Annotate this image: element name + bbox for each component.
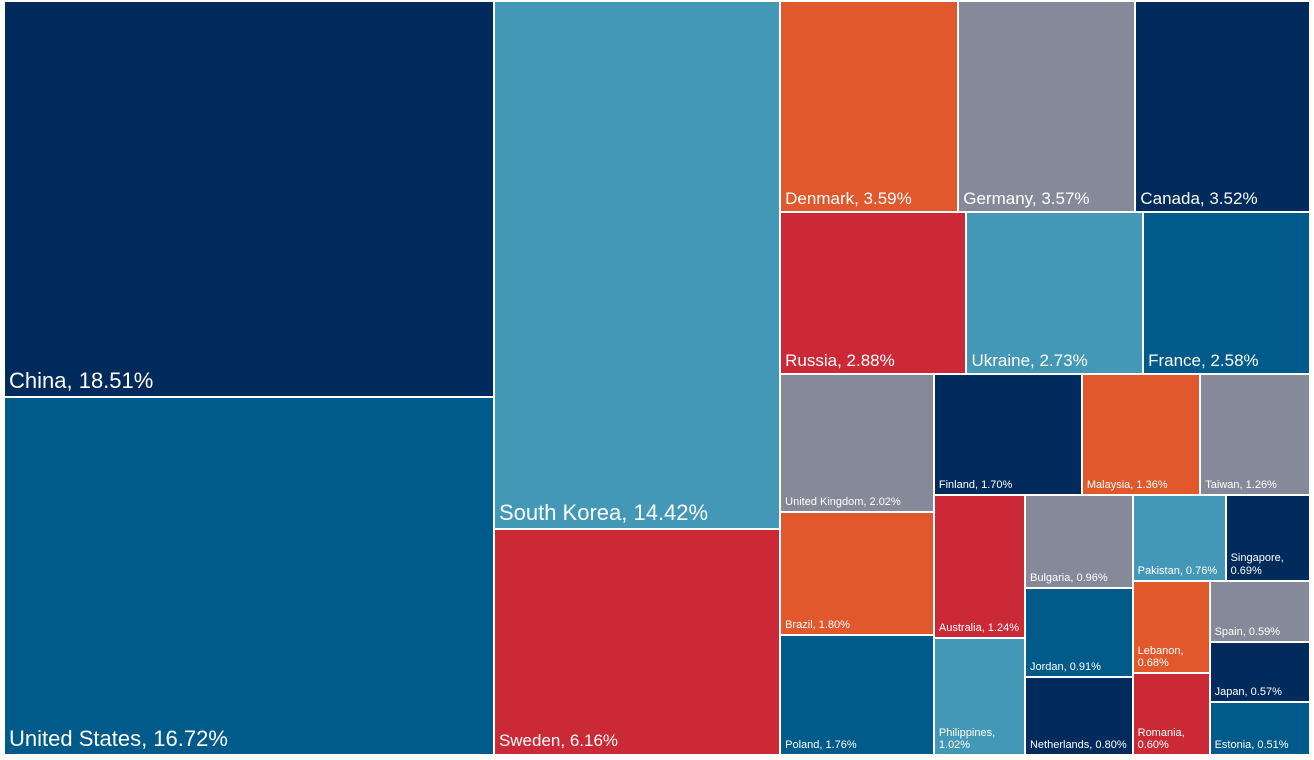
tile-label: Lebanon, 0.68% xyxy=(1137,645,1184,670)
tile-label: United Kingdom, 2.02% xyxy=(785,496,901,509)
tile-label: France, 2.58% xyxy=(1148,350,1259,370)
tile: Lebanon, 0.68% xyxy=(1132,580,1210,674)
tile-label: Canada, 3.52% xyxy=(1140,188,1258,208)
tile: Japan, 0.57% xyxy=(1209,642,1310,702)
tile: Bulgaria, 0.96% xyxy=(1024,494,1133,589)
tile: Jordan, 0.91% xyxy=(1024,588,1133,678)
tile-label: United States, 16.72% xyxy=(9,725,228,751)
tile: Netherlands, 0.80% xyxy=(1024,677,1133,755)
tile-label: Spain, 0.59% xyxy=(1214,626,1281,639)
tile: United Kingdom, 2.02% xyxy=(780,374,934,513)
tile-label: Russia, 2.88% xyxy=(785,350,895,370)
tile: Brazil, 1.80% xyxy=(780,512,934,635)
tile: United States, 16.72% xyxy=(4,397,494,755)
tile: Philippines, 1.02% xyxy=(933,637,1025,755)
tile-label: Australia, 1.24% xyxy=(938,621,1019,634)
tile-label: Germany, 3.57% xyxy=(963,188,1090,208)
tile: Poland, 1.76% xyxy=(780,634,934,755)
tile: South Korea, 14.42% xyxy=(493,1,781,530)
tile-label: Finland, 1.70% xyxy=(938,478,1013,491)
tile-label: Denmark, 3.59% xyxy=(785,188,912,208)
tile-label: Jordan, 0.91% xyxy=(1029,660,1101,673)
tile-label: Philippines, 1.02% xyxy=(938,726,996,751)
tile-label: Pakistan, 0.76% xyxy=(1137,564,1218,577)
tile-label: Bulgaria, 0.96% xyxy=(1029,572,1108,585)
tile: Denmark, 3.59% xyxy=(780,1,959,213)
tile-label: Singapore, 0.69% xyxy=(1230,552,1284,577)
tile-label: Ukraine, 2.73% xyxy=(971,350,1088,370)
tile: Canada, 3.52% xyxy=(1135,1,1310,213)
tile-label: Poland, 1.76% xyxy=(785,738,857,751)
tile: Romania, 0.60% xyxy=(1132,673,1210,755)
tile-label: Estonia, 0.51% xyxy=(1214,738,1289,751)
tile-label: Taiwan, 1.26% xyxy=(1205,478,1277,491)
tile: France, 2.58% xyxy=(1143,212,1310,375)
tile-label: Sweden, 6.16% xyxy=(498,731,619,751)
tile: Spain, 0.59% xyxy=(1209,580,1310,643)
tile: Malaysia, 1.36% xyxy=(1081,374,1201,495)
tile-label: South Korea, 14.42% xyxy=(498,500,709,526)
tile-label: Romania, 0.60% xyxy=(1137,726,1185,751)
tile: Estonia, 0.51% xyxy=(1209,701,1310,755)
tile-label: Netherlands, 0.80% xyxy=(1029,738,1127,751)
tile-label: Brazil, 1.80% xyxy=(785,618,850,631)
tile: China, 18.51% xyxy=(4,1,494,398)
tile-label: Japan, 0.57% xyxy=(1214,685,1282,698)
tile: Sweden, 6.16% xyxy=(493,529,781,755)
tile: Ukraine, 2.73% xyxy=(966,212,1144,375)
tile: Finland, 1.70% xyxy=(933,374,1082,495)
tile-label: Malaysia, 1.36% xyxy=(1086,478,1168,491)
tile: Taiwan, 1.26% xyxy=(1200,374,1310,495)
tile: Singapore, 0.69% xyxy=(1225,494,1310,581)
tile: Russia, 2.88% xyxy=(780,212,967,375)
tile: Germany, 3.57% xyxy=(958,1,1136,213)
tile-label: China, 18.51% xyxy=(9,367,154,393)
tile: Australia, 1.24% xyxy=(933,494,1025,638)
tile: Pakistan, 0.76% xyxy=(1132,494,1226,581)
